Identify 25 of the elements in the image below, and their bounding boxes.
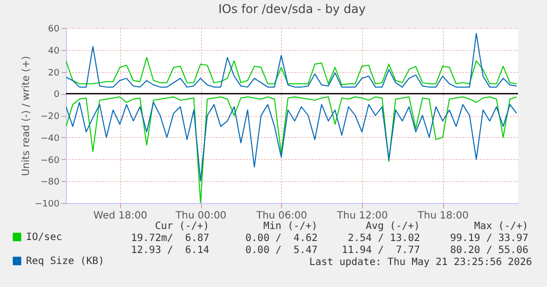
x-tick-label: Thu 18:00 [416,210,469,222]
y-tick-label: −60 [40,156,60,166]
y-tick-label: 40 [48,46,60,56]
line-series [66,102,518,182]
x-tick-label: Wed 18:00 [93,210,148,222]
y-tick-label: −80 [40,178,60,188]
y-tick-label: 0 [54,90,60,100]
text: Last update: Thu May 21 23:25:56 2026 [309,257,532,269]
x-tick-label: Thu 06:00 [255,210,308,222]
line-series [66,57,518,86]
line-series [66,32,518,88]
y-axis-title: Units read (-) / write (+) [20,56,32,176]
y-tick-label: −40 [40,134,60,144]
text: 12.93 / 6.14 0.00 / 5.47 11.94 / 7.77 80.20 / 55.06 [131,245,528,257]
legend-label: IO/sec [26,232,62,243]
y-tick-label: −20 [40,112,60,122]
x-tick-label: Thu 12:00 [336,210,388,222]
text: 19.72m/ 6.87 0.00 / 4.62 2.54 / 13.02 99.19 / 33.97 [131,233,528,245]
x-tick-label: Thu 00:00 [174,210,226,222]
y-tick-label: 20 [48,68,60,78]
text: Cur (-/+) Min (-/+) Avg (-/+) Max (-/+) [155,221,528,233]
legend-label: Req Size (KB) [26,256,104,267]
y-tick-label: 60 [48,24,60,34]
chart-title: IOs for /dev/sda - by day [218,2,366,16]
y-tick-label: −100 [34,200,60,210]
